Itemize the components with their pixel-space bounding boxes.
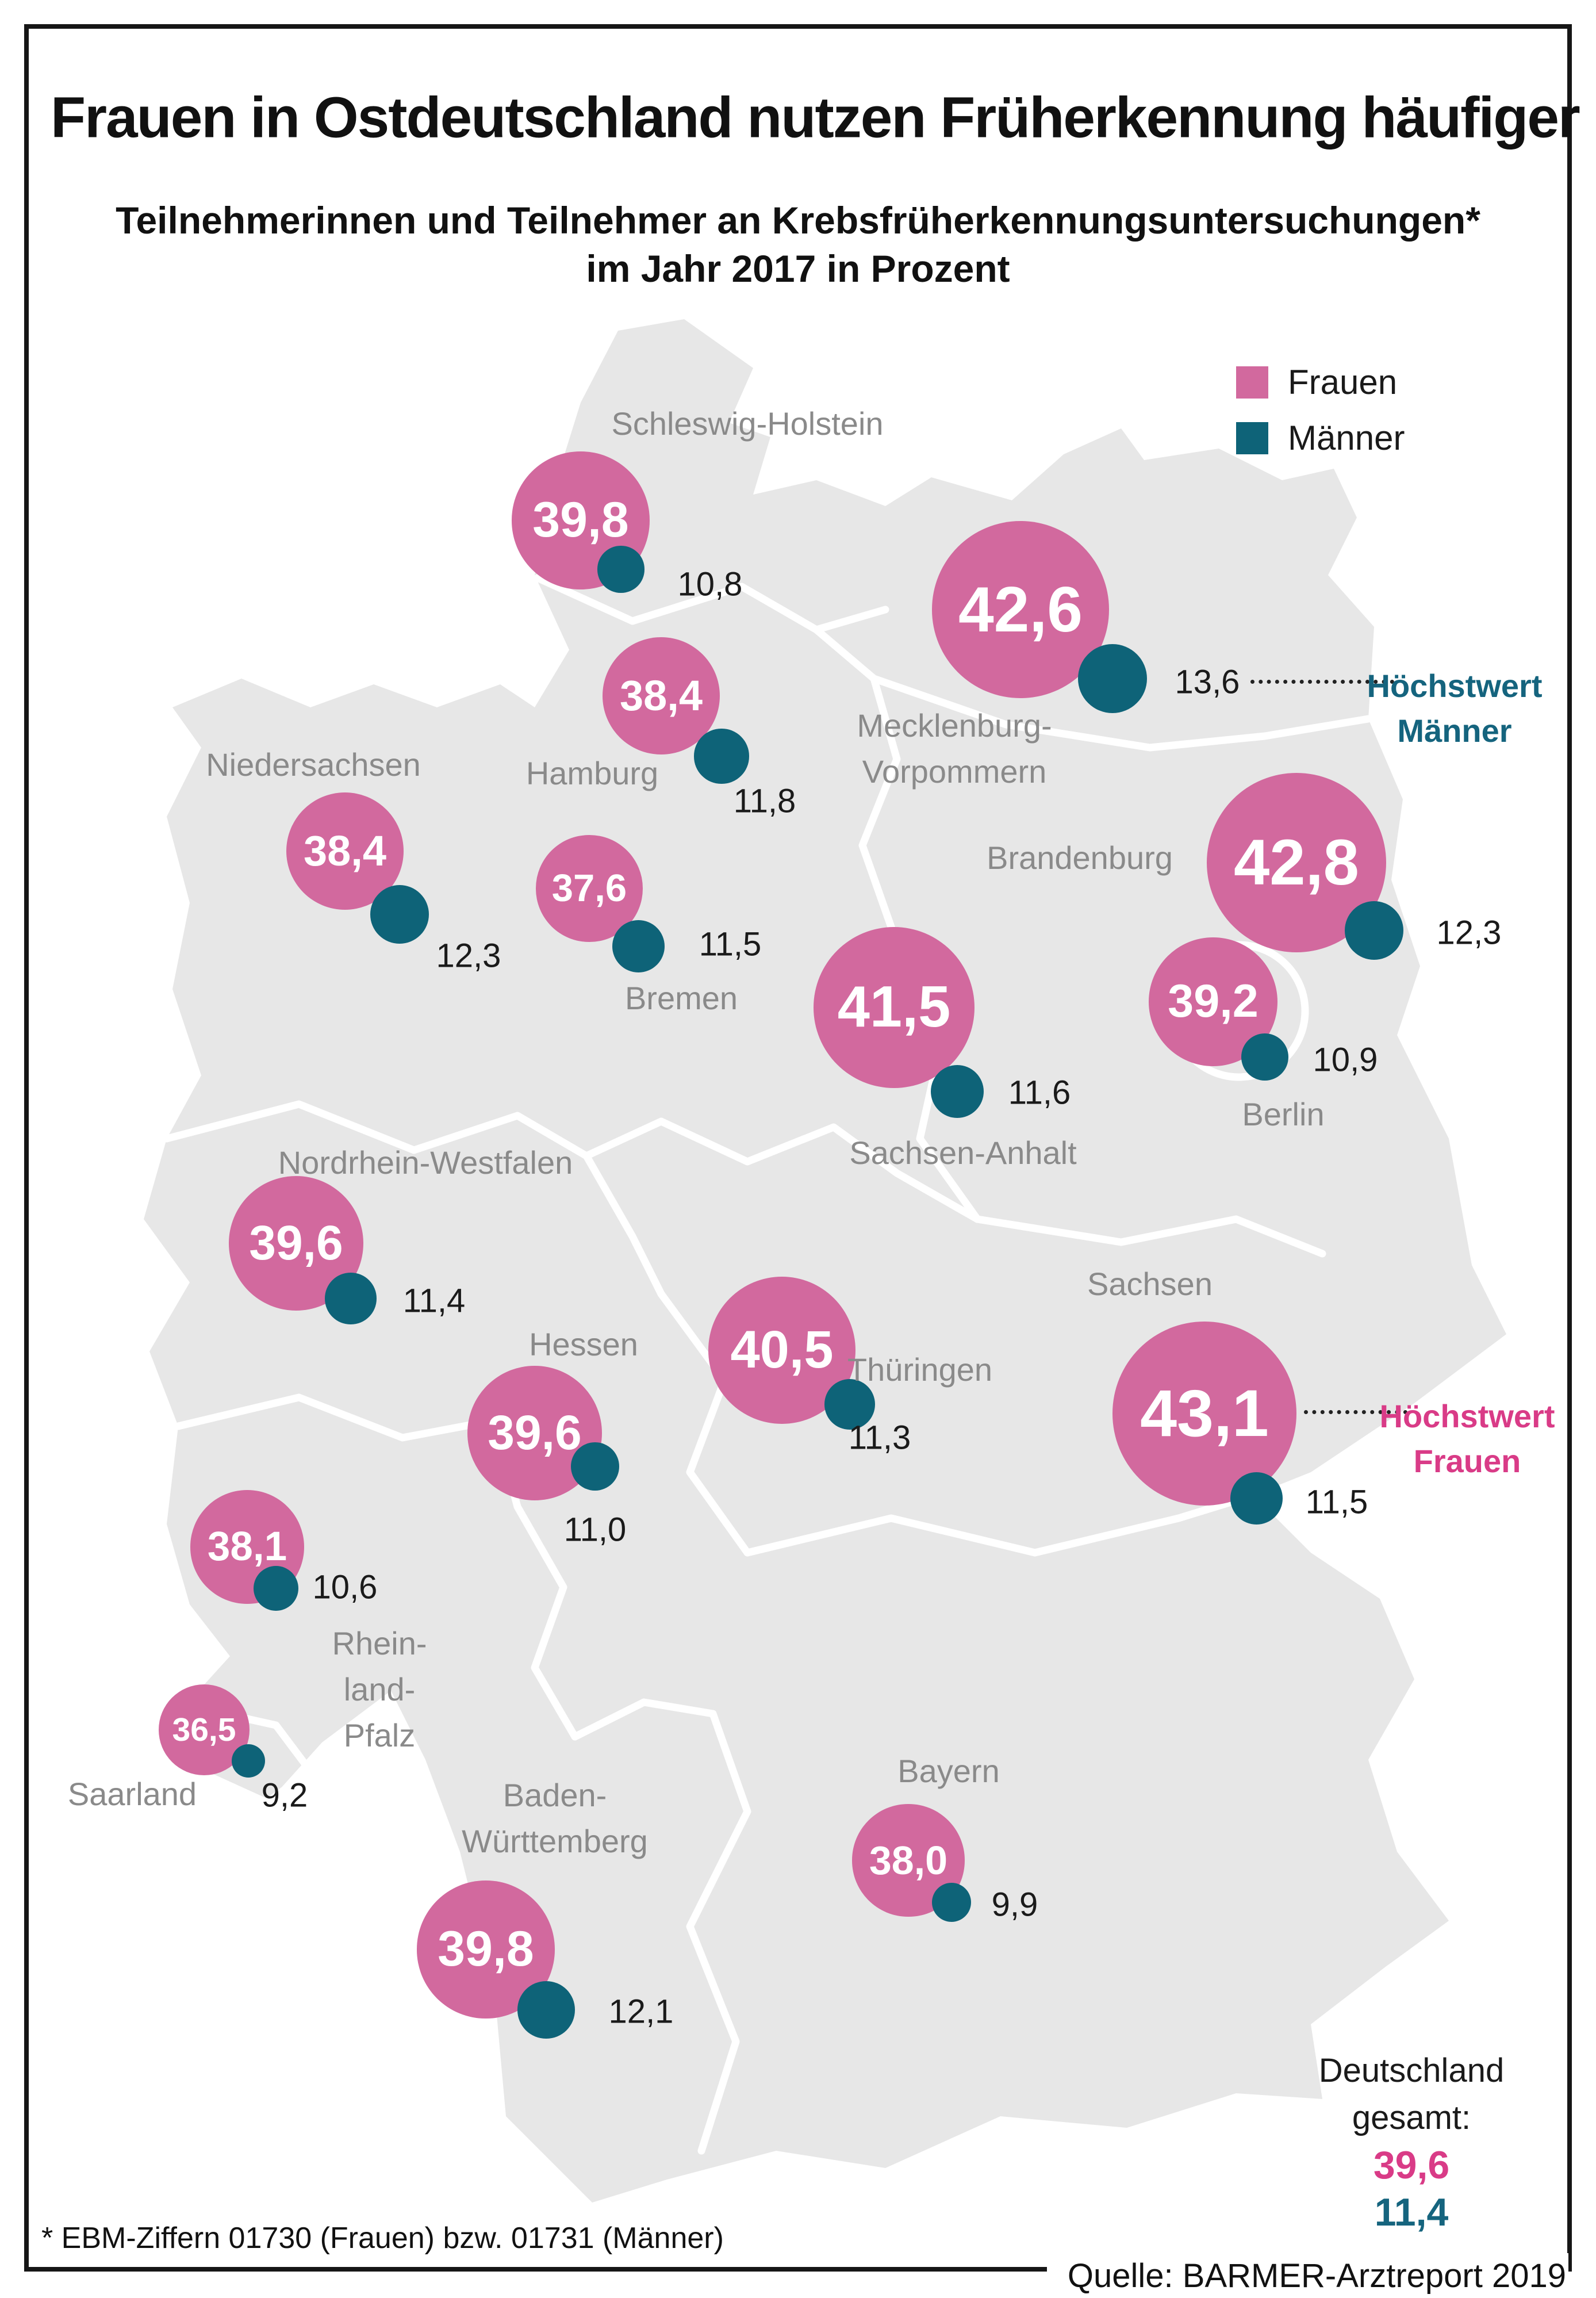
state-label-berlin: Berlin bbox=[1242, 1096, 1325, 1132]
value-maenner-bayern: 9,9 bbox=[991, 1886, 1038, 1924]
subtitle-line-1: Teilnehmerinnen und Teilnehmer an Krebsf… bbox=[116, 199, 1480, 242]
value-maenner-sachsen: 11,5 bbox=[1305, 1483, 1368, 1521]
state-label-sachsen: Sachsen bbox=[1087, 1266, 1213, 1302]
germany-outline bbox=[144, 319, 1506, 2203]
state-label-bremen: Bremen bbox=[624, 980, 738, 1016]
state-label-bayern: Bayern bbox=[897, 1753, 1000, 1789]
value-maenner-nordrhein-westfalen: 11,4 bbox=[402, 1282, 466, 1320]
state-label-sachsen-anhalt: Sachsen-Anhalt bbox=[849, 1135, 1077, 1171]
bubble-maenner-bayern bbox=[931, 1882, 972, 1922]
bubble-maenner-niedersachsen bbox=[370, 884, 429, 944]
legend-row-frauen: Frauen bbox=[1236, 362, 1405, 402]
bubble-maenner-baden-wuerttemberg bbox=[517, 1981, 575, 2039]
bubble-maenner-mecklenburg-vorpommern bbox=[1077, 644, 1148, 714]
bubble-maenner-rheinland-pfalz bbox=[253, 1565, 299, 1611]
frame-border bbox=[24, 24, 1572, 2272]
bubble-frauen-mecklenburg-vorpommern: 42,6 bbox=[932, 521, 1109, 698]
value-maenner-saarland: 9,2 bbox=[261, 1776, 308, 1814]
hoechstwert-frauen-line1: Höchstwert bbox=[1379, 1398, 1555, 1434]
bubble-frauen-hamburg: 38,4 bbox=[602, 637, 720, 755]
bubble-maenner-thueringen bbox=[824, 1378, 876, 1430]
bubble-frauen-sachsen: 43,1 bbox=[1112, 1322, 1296, 1506]
state-label-niedersachsen: Niedersachsen bbox=[206, 746, 421, 783]
state-label-brandenburg: Brandenburg bbox=[987, 840, 1173, 876]
bubble-maenner-saarland bbox=[231, 1744, 266, 1778]
state-label-mecklenburg-vorpommern: Mecklenburg- Vorpommern bbox=[857, 707, 1052, 790]
value-maenner-niedersachsen: 12,3 bbox=[436, 937, 501, 975]
legend-label-frauen: Frauen bbox=[1288, 363, 1398, 401]
state-label-hamburg: Hamburg bbox=[525, 755, 659, 791]
hoechstwert-maenner-line2: Männer bbox=[1397, 713, 1512, 749]
hoechstwert-maenner-leader-line bbox=[1250, 680, 1394, 684]
page-subtitle: Teilnehmerinnen und Teilnehmer an Krebsf… bbox=[79, 196, 1517, 293]
bubble-frauen-baden-wuerttemberg: 39,8 bbox=[417, 1880, 555, 2019]
bubble-frauen-schleswig-holstein: 39,8 bbox=[512, 451, 650, 589]
footnote: * EBM-Ziffern 01730 (Frauen) bzw. 01731 … bbox=[41, 2222, 724, 2255]
hoechstwert-frauen-line2: Frauen bbox=[1413, 1443, 1521, 1479]
value-maenner-bremen: 11,5 bbox=[699, 925, 762, 963]
bubble-frauen-rheinland-pfalz: 38,1 bbox=[190, 1490, 304, 1604]
bubble-maenner-brandenburg bbox=[1344, 901, 1404, 960]
value-maenner-schleswig-holstein: 10,8 bbox=[677, 565, 743, 603]
hoechstwert-maenner-line1: Höchstwert bbox=[1367, 668, 1543, 704]
state-label-saarland: Saarland bbox=[67, 1776, 197, 1812]
legend-row-maenner: Männer bbox=[1236, 418, 1405, 458]
bubble-maenner-nordrhein-westfalen bbox=[325, 1273, 377, 1324]
bubble-maenner-hamburg bbox=[694, 729, 749, 784]
source-credit: Quelle: BARMER-Arztreport 2019 bbox=[1046, 2253, 1568, 2298]
value-maenner-berlin: 10,9 bbox=[1313, 1041, 1378, 1079]
total-label-line1: Deutschland bbox=[1318, 2052, 1505, 2089]
bubble-maenner-berlin bbox=[1241, 1033, 1289, 1081]
bubble-maenner-hessen bbox=[571, 1442, 619, 1491]
value-maenner-thueringen: 11,3 bbox=[848, 1419, 911, 1457]
total-maenner-value: 11,4 bbox=[1374, 2190, 1449, 2234]
state-label-hessen: Hessen bbox=[529, 1326, 638, 1362]
value-maenner-mecklenburg-vorpommern: 13,6 bbox=[1175, 663, 1240, 701]
total-frauen-value: 39,6 bbox=[1373, 2143, 1450, 2187]
value-maenner-brandenburg: 12,3 bbox=[1436, 914, 1502, 952]
bubble-maenner-schleswig-holstein bbox=[597, 546, 644, 593]
maenner-swatch-icon bbox=[1236, 422, 1268, 454]
state-label-thueringen: Thüringen bbox=[847, 1351, 993, 1388]
value-maenner-baden-wuerttemberg: 12,1 bbox=[608, 1993, 674, 2031]
germany-total: Deutschland gesamt: 39,6 11,4 bbox=[1319, 2047, 1504, 2236]
value-maenner-hamburg: 11,8 bbox=[733, 782, 796, 820]
bubble-maenner-sachsen-anhalt bbox=[930, 1064, 984, 1119]
total-label-line2: gesamt: bbox=[1352, 2099, 1471, 2136]
state-label-nordrhein-westfalen: Nordrhein-Westfalen bbox=[278, 1144, 573, 1181]
state-label-schleswig-holstein: Schleswig-Holstein bbox=[611, 405, 884, 442]
legend: Frauen Männer bbox=[1236, 362, 1405, 474]
bubble-maenner-sachsen bbox=[1230, 1472, 1283, 1525]
value-maenner-sachsen-anhalt: 11,6 bbox=[1008, 1074, 1071, 1112]
hoechstwert-maenner-annotation: Höchstwert Männer bbox=[1367, 664, 1543, 753]
hoechstwert-frauen-leader-line bbox=[1304, 1410, 1407, 1414]
bubble-maenner-bremen bbox=[612, 920, 665, 972]
hoechstwert-frauen-annotation: Höchstwert Frauen bbox=[1380, 1394, 1555, 1484]
page-title: Frauen in Ostdeutschland nutzen Früherke… bbox=[51, 85, 1580, 150]
state-label-rheinland-pfalz: Rhein-land- Pfalz bbox=[332, 1625, 427, 1753]
frauen-swatch-icon bbox=[1236, 366, 1268, 399]
value-maenner-hessen: 11,0 bbox=[563, 1511, 627, 1549]
bubble-frauen-sachsen-anhalt: 41,5 bbox=[813, 926, 975, 1089]
subtitle-line-2: im Jahr 2017 in Prozent bbox=[586, 247, 1010, 290]
legend-label-maenner: Männer bbox=[1288, 419, 1405, 457]
state-label-baden-wuerttemberg: Baden- Württemberg bbox=[462, 1777, 648, 1859]
value-maenner-rheinland-pfalz: 10,6 bbox=[312, 1568, 378, 1606]
